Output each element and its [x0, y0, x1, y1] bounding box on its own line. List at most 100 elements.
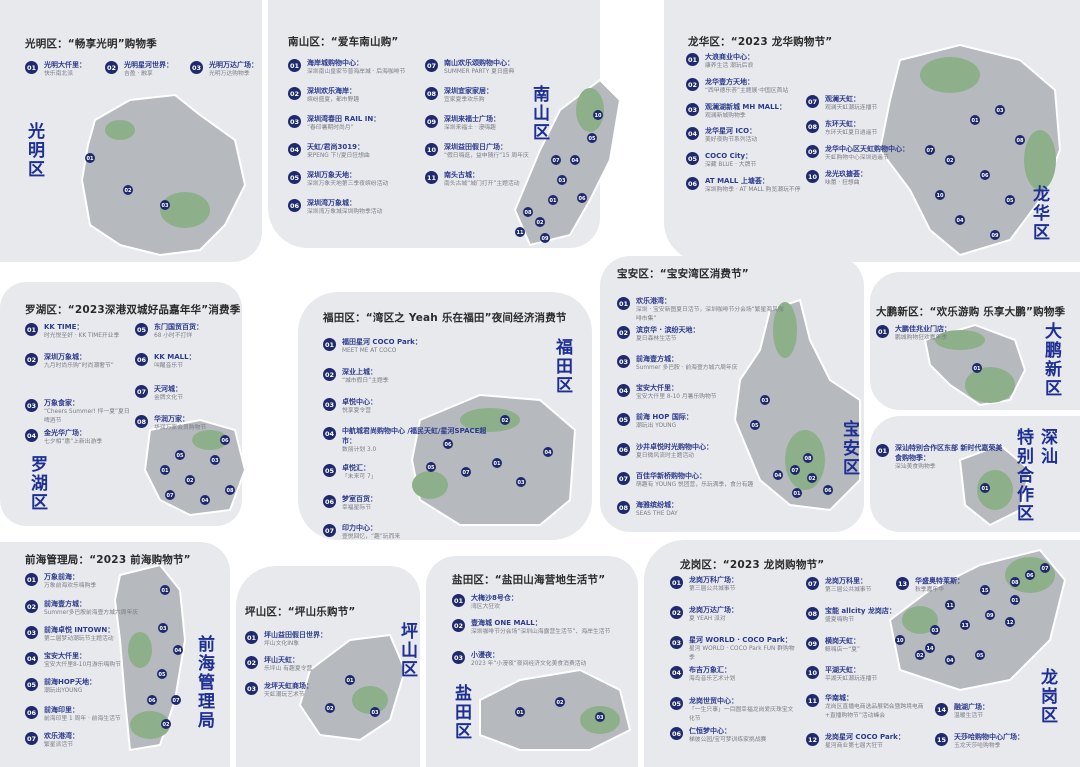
event-description: 来PENG 下!/夏日狂想曲 — [307, 153, 370, 159]
venue-name: 深圳来福士广场： — [444, 115, 500, 123]
map-marker: 05 — [975, 650, 985, 660]
number-badge: 03 — [323, 398, 336, 411]
map-marker-number: 04 — [545, 450, 552, 456]
baoan-district-label: 宝安区 — [839, 420, 859, 477]
map-marker: 03 — [595, 712, 605, 722]
event-description: 第三届公共城事节 — [689, 586, 736, 592]
list-item: 01 光明大仟里： 快乐南北派 — [25, 60, 86, 79]
list-item: 07 百佳华新桥购物中心： 萌趣有 YOUNG 悦团营，乐玩满季，食分有趣 — [617, 471, 753, 490]
number-badge: 04 — [323, 427, 336, 440]
number-badge: 01 — [288, 59, 301, 72]
list-item: 08 海雅缤纷城： SEAS THE DAY — [617, 500, 678, 519]
list-item: 10 深圳益田假日广场： “假日嗨逛，益申随行”15 周年庆 — [425, 142, 529, 161]
list-item: 02 龙岗万达广场： 夏 YEAH 派对 — [670, 605, 738, 624]
venue-name: KK MALL： — [154, 353, 196, 361]
venue-name: 卓悦中心： — [342, 398, 377, 406]
event-description: “假日嗨逛，益申随行”15 周年庆 — [444, 153, 529, 159]
venue-name: 平湖天虹： — [825, 666, 860, 674]
venue-name: AT MALL 上塘荟： — [705, 177, 769, 185]
venue-name: 大浪商业中心： — [705, 53, 754, 61]
number-badge: 04 — [617, 384, 630, 397]
venue-name: 中航城君尚购物中心 /福民天虹/星河SPACE超市： — [342, 427, 487, 445]
venue-name: 龙岗星河 COCO Park： — [825, 733, 905, 741]
map-marker: 07 — [461, 467, 471, 477]
number-badge: 09 — [806, 637, 819, 650]
venue-name: 深圳益田假日广场： — [444, 143, 507, 151]
list-item: 09 深圳来福士广场： 深圳来福士 · 漫嗨趣 — [425, 114, 500, 133]
list-item: 02 深圳万象城： 九月时尚乐购“时尚潮奢节” — [25, 352, 114, 371]
map-marker: 05 — [750, 420, 760, 430]
event-description: 繁星派活节 — [44, 742, 73, 748]
map-marker-number: 08 — [1012, 580, 1019, 586]
map-marker-number: 08 — [1017, 138, 1024, 144]
venue-name: 布吉万象汇： — [689, 666, 731, 674]
venue-name: 万象前海： — [44, 573, 79, 581]
venue-name: 坪山益田假日世界： — [264, 631, 327, 639]
shenshan-district-label: 深汕 — [1037, 428, 1057, 466]
map-marker-number: 09 — [987, 613, 994, 619]
event-description: 壹悦回忆，“趣”玩而来 — [342, 534, 401, 540]
list-item: 09 横岗天虹： 鲸嗨店一“夏” — [806, 636, 860, 655]
map-marker-number: 02 — [327, 706, 334, 712]
map-marker-number: 11 — [947, 603, 954, 609]
event-description: 七夕相“惠”上新出游季 — [44, 439, 103, 445]
map-marker: 03 — [557, 175, 567, 185]
number-badge: 03 — [617, 355, 630, 368]
venue-name: 东环天虹： — [825, 120, 860, 128]
venue-name: 坪山天虹： — [264, 656, 299, 664]
venue-name: 龙岗万科广场： — [689, 576, 738, 584]
map-marker-number: 03 — [997, 108, 1004, 114]
venue-name: 宝安大仟里： — [636, 384, 678, 392]
event-description: 南头古城“城门打开”主题活动 — [444, 181, 520, 187]
list-item: 07 观澜天虹： 观澜天虹潮玩连播节 — [806, 94, 877, 113]
number-badge: 07 — [135, 385, 148, 398]
map-marker: 01 — [1010, 595, 1020, 605]
event-description: 东环天虹夏日逍遥节 — [825, 130, 878, 136]
qianhai-district-label: 前海管理局 — [194, 635, 214, 730]
map-marker-number: 02 — [557, 700, 564, 706]
venue-name: 前海 HOP 国际： — [636, 413, 693, 421]
longhua-title: 龙华区：“2023 龙华购物节” — [688, 36, 833, 48]
map-marker: 02 — [535, 217, 545, 227]
map-marker: 04 — [570, 155, 580, 165]
map-marker-number: 02 — [917, 653, 924, 659]
map-marker: 07 — [1040, 563, 1050, 573]
number-badge: 02 — [670, 606, 683, 619]
map-marker: 10 — [593, 110, 603, 120]
list-item: 08 深圳宜家家居： 宜家夏季欢乐购 — [425, 86, 493, 105]
number-badge: 01 — [876, 325, 889, 338]
list-item: 06 梦室百货： 幸福星际节 — [323, 494, 377, 513]
venue-name: 深圳万象城： — [44, 353, 86, 361]
number-badge: 02 — [245, 656, 258, 669]
venue-name: 欢乐港湾： — [44, 732, 79, 740]
list-item: 08 宝能 allcity 龙岗店： 盛夏嗨购节 — [806, 606, 896, 625]
map-marker: 02 — [945, 155, 955, 165]
longgang-district-label: 龙岗区 — [1037, 668, 1057, 725]
map-marker-number: 04 — [572, 158, 579, 164]
venue-name: 龙华星河 ICO： — [705, 127, 757, 135]
map-marker-number: 05 — [589, 136, 596, 142]
map-marker: 12 — [1005, 617, 1015, 627]
list-item: 02 坪山天虹： 乐坪山 有趣夏令营 — [245, 655, 312, 674]
list-item: 01 深汕特别合作区东部 新时代嘉荣美食购物季： 深汕美食购物季 — [876, 443, 1005, 472]
map-marker-number: 10 — [897, 638, 904, 644]
map-marker-number: 01 — [162, 588, 169, 594]
number-badge: 03 — [452, 651, 465, 664]
list-item: 11 南头古城： 南头古城“城门打开”主题活动 — [425, 170, 520, 189]
baoan-title: 宝安区：“宝安湾区消费节” — [617, 268, 749, 280]
map-marker-number: 01 — [982, 486, 989, 492]
map-marker: 06 — [980, 170, 990, 180]
number-badge: 06 — [617, 443, 630, 456]
list-item: 03 卓悦中心： 悦享夏令营 — [323, 397, 377, 416]
map-marker: 01 — [515, 707, 525, 717]
event-description: 光明万达购物季 — [209, 71, 250, 77]
number-badge: 02 — [452, 619, 465, 632]
map-marker: 09 — [540, 233, 550, 243]
number-badge: 07 — [617, 472, 630, 485]
venue-name: 深圳宜家家居： — [444, 87, 493, 95]
map-marker: 01 — [980, 483, 990, 493]
event-description: 缤纷盛夏，都市野趣 — [307, 97, 360, 103]
number-badge: 03 — [288, 115, 301, 128]
venue-name: 金光华广场： — [44, 429, 86, 437]
map-marker-number: 02 — [947, 158, 954, 164]
